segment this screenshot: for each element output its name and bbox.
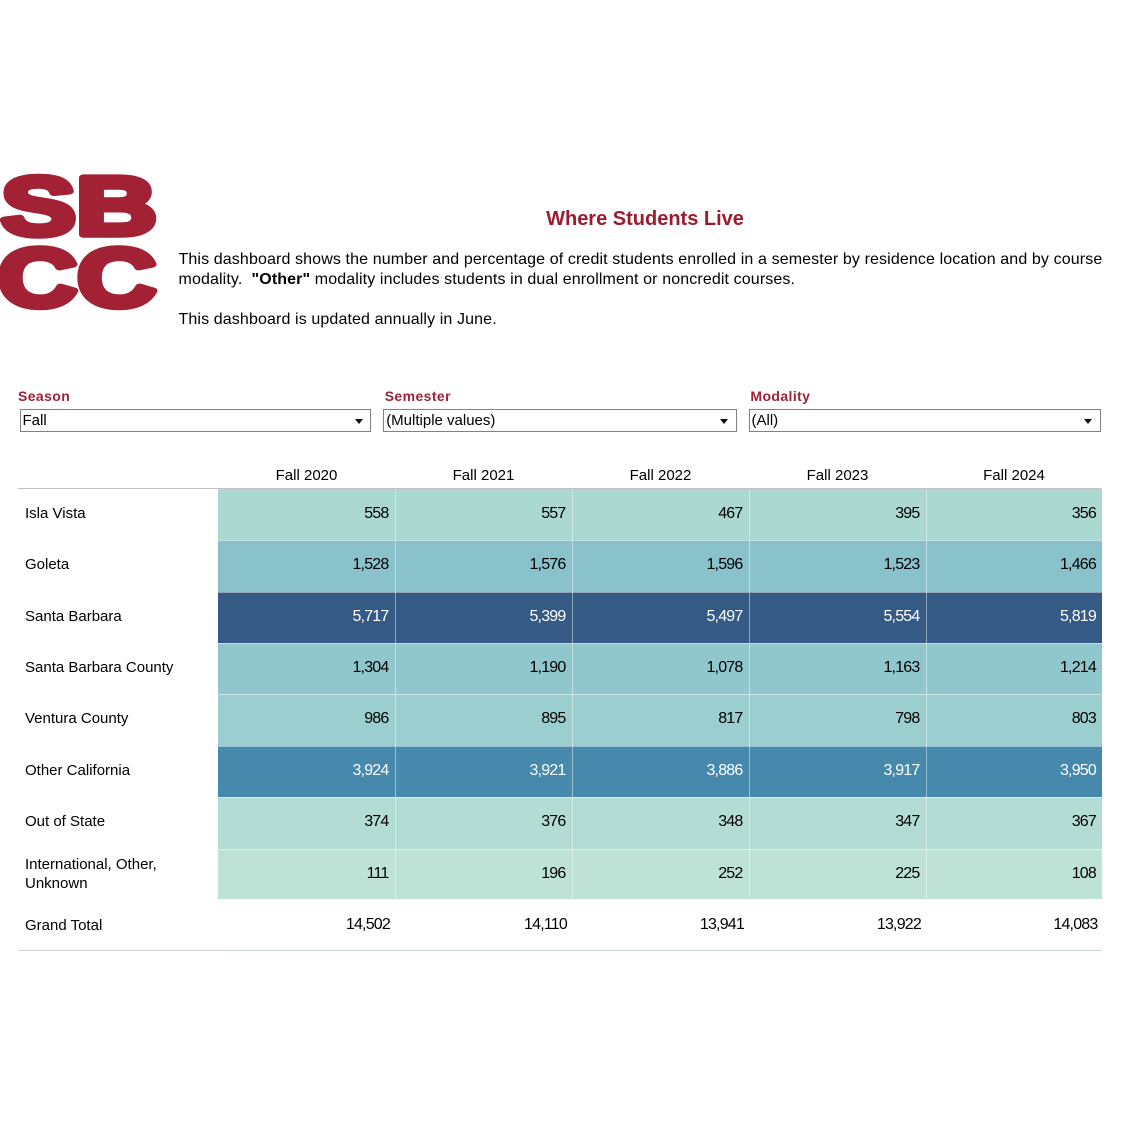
svg-text:CC: CC: [0, 231, 156, 315]
svg-text:SB: SB: [1, 170, 157, 252]
